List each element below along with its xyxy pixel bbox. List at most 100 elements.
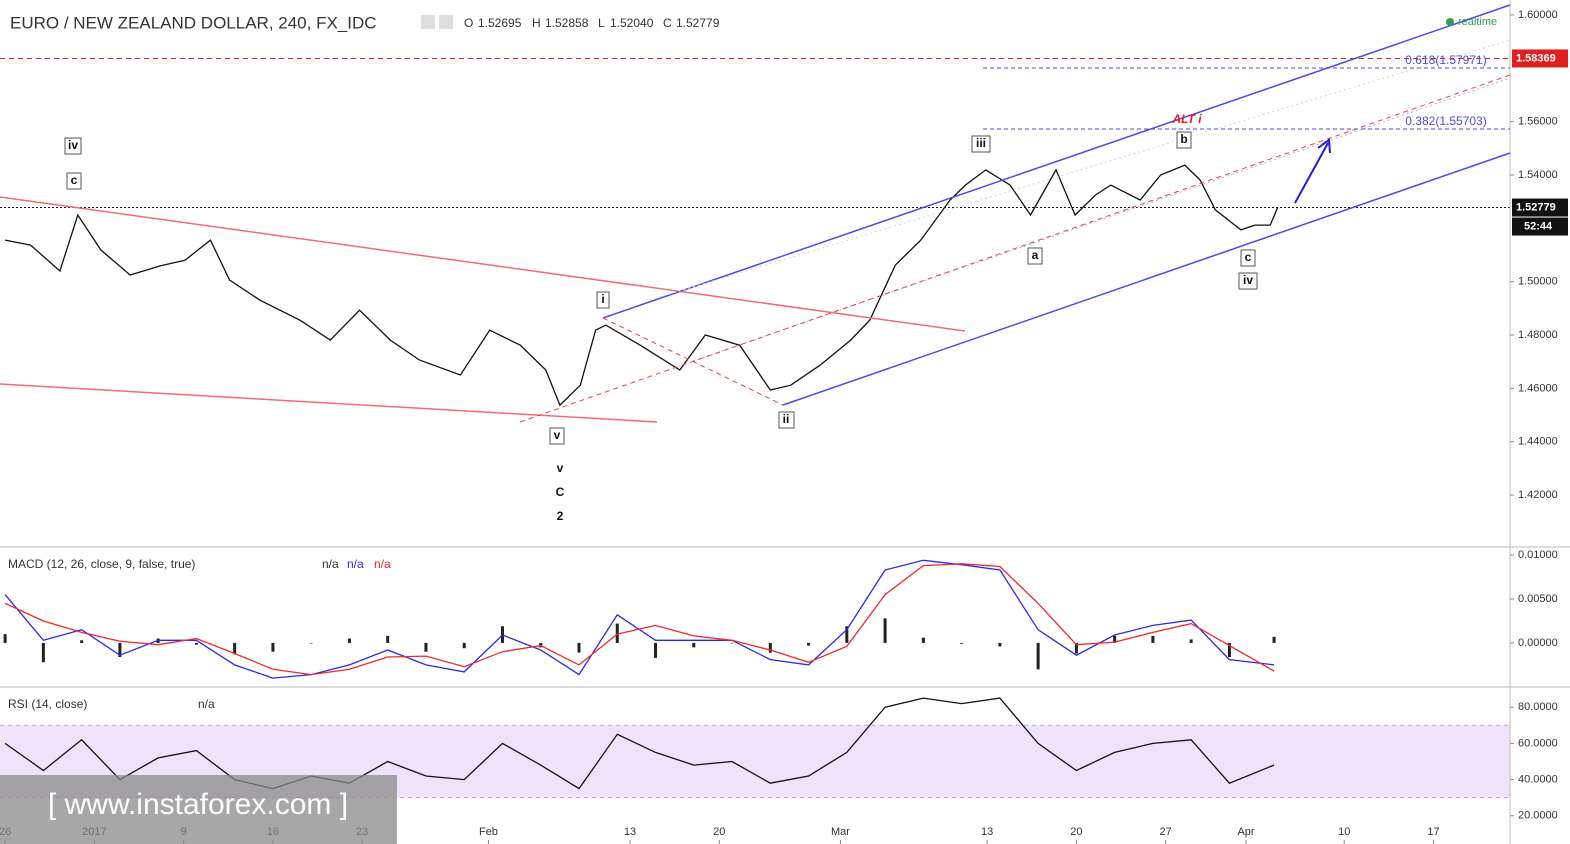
indicator-status: n/a	[347, 557, 364, 571]
histogram-bar	[118, 642, 122, 657]
histogram-bar	[386, 635, 390, 643]
watermark-bg	[0, 775, 397, 844]
x-tick-label: 27	[1160, 826, 1172, 838]
indicator-status: n/a	[374, 557, 391, 571]
histogram-bar	[692, 642, 696, 648]
wave-label: iii	[976, 136, 986, 150]
indicator-title: RSI (14, close)	[8, 697, 87, 711]
y-tick-label: 0.00000	[1518, 637, 1558, 649]
price-label: 1.58369	[1516, 52, 1556, 64]
histogram-bar	[883, 618, 887, 643]
realtime-dot	[1446, 18, 1454, 26]
x-tick-label: Apr	[1237, 826, 1254, 838]
histogram-bar	[41, 642, 45, 663]
y-tick-label: 1.54000	[1518, 169, 1558, 181]
annotations: iv c v i ii iii a b ALT i c iv v C 2 0.6…	[64, 53, 1487, 523]
symbol-title: EURO / NEW ZEALAND DOLLAR, 240, FX_IDC	[10, 13, 377, 32]
series-line	[4, 164, 1279, 407]
x-tick-label: 13	[624, 826, 636, 838]
ohlc-label: C	[663, 16, 672, 30]
ohlc-label: H	[532, 16, 541, 30]
histogram-bar	[347, 638, 351, 643]
y-tick-label: 0.00500	[1518, 593, 1558, 605]
trend-line	[0, 383, 658, 423]
fib-label: 0.618(1.57971)	[1405, 53, 1486, 67]
histogram-bar	[309, 642, 313, 644]
y-tick-label: 40.0000	[1518, 773, 1558, 785]
wave-label: v	[557, 461, 564, 475]
histogram-bar	[960, 642, 964, 644]
histogram-bar	[1227, 642, 1231, 657]
histogram-bar	[615, 623, 619, 643]
ohlc-value: 1.52858	[545, 16, 589, 30]
ohlc-value: 1.52779	[676, 16, 720, 30]
ohlc-label: L	[598, 16, 605, 30]
y-tick-label: 80.0000	[1518, 701, 1558, 713]
ohlc-value: 1.52040	[610, 16, 654, 30]
price-label: 1.52779	[1516, 201, 1556, 213]
realtime-label: realtime	[1458, 16, 1497, 28]
alt-label: ALT i	[1171, 112, 1202, 126]
wave-label: 2	[557, 509, 564, 523]
icon[interactable]	[421, 15, 435, 29]
median-line	[519, 74, 1511, 423]
series-line	[4, 563, 1275, 676]
x-tick-label: 20	[1070, 826, 1082, 838]
countdown-bg	[1512, 217, 1568, 236]
icon[interactable]	[439, 15, 453, 29]
wave-label: ii	[783, 412, 790, 426]
wave-label: C	[556, 485, 565, 499]
y-tick-label: 1.48000	[1518, 329, 1558, 341]
indicator-status: n/a	[198, 697, 215, 711]
y-tick-label: 60.0000	[1518, 737, 1558, 749]
fib-label: 0.382(1.55703)	[1405, 114, 1486, 128]
x-tick-label: 10	[1338, 826, 1350, 838]
histogram-bar	[1036, 642, 1040, 670]
wave-label: a	[1032, 248, 1039, 262]
histogram-bar	[577, 642, 581, 653]
trend-line	[0, 196, 966, 332]
indicator-title: MACD (12, 26, close, 9, false, true)	[8, 557, 195, 571]
x-tick-label: Mar	[831, 826, 850, 838]
y-tick-label: 1.60000	[1518, 9, 1558, 21]
y-tick-label: 1.46000	[1518, 382, 1558, 394]
channel-line	[602, 4, 1511, 319]
y-tick-label: 1.50000	[1518, 276, 1558, 288]
histogram-bar	[845, 626, 849, 643]
histogram-bar	[1113, 635, 1117, 643]
watermark: [ www.instaforex.com ]	[48, 788, 348, 821]
x-tick-label: Feb	[479, 826, 498, 838]
indicator-status: n/a	[322, 557, 339, 571]
histogram-bar	[1272, 636, 1276, 643]
histogram-bar	[998, 642, 1002, 647]
x-tick-label: 17	[1427, 826, 1439, 838]
histogram-bar	[233, 642, 237, 655]
header-bg	[4, 10, 904, 38]
wave-label: i	[601, 292, 604, 306]
channel-mid-line	[692, 77, 1511, 362]
histogram-bar	[1189, 639, 1193, 643]
price-label-bg	[1512, 49, 1568, 68]
wave-label: iv	[1243, 273, 1253, 287]
y-tick-label: 20.0000	[1518, 810, 1558, 822]
histogram-bar	[730, 642, 734, 644]
histogram-bar	[3, 634, 7, 643]
histogram-bar	[1151, 635, 1155, 643]
ohlc-label: O	[464, 16, 473, 30]
series-line	[4, 697, 1275, 790]
histogram-bar	[921, 637, 925, 643]
wave-label: v	[554, 428, 561, 442]
histogram-bar	[654, 642, 658, 658]
histogram-bar	[271, 642, 275, 652]
x-tick-label: 20	[713, 826, 725, 838]
series-line	[4, 559, 1275, 679]
wave-label: c	[71, 173, 78, 187]
y-tick-label: 1.44000	[1518, 436, 1558, 448]
histogram-bar	[80, 640, 84, 643]
ohlc-value: 1.52695	[478, 16, 522, 30]
arrow	[1294, 142, 1329, 204]
price-label-bg	[1512, 198, 1568, 217]
histogram-bar	[807, 642, 811, 646]
x-tick-label: 13	[981, 826, 993, 838]
